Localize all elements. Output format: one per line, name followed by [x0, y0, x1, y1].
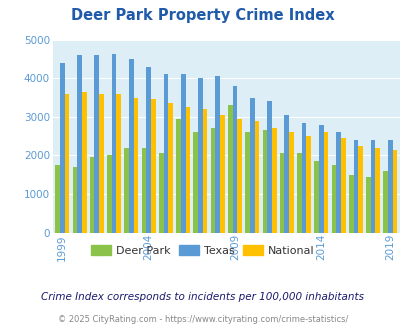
Bar — [228, 105, 232, 233]
Bar — [375, 148, 379, 233]
Bar — [348, 175, 353, 233]
Bar — [370, 140, 375, 233]
Bar — [193, 132, 198, 233]
Bar — [202, 109, 207, 233]
Bar — [382, 171, 387, 233]
Bar — [220, 115, 224, 233]
Bar — [357, 146, 362, 233]
Bar — [313, 161, 318, 233]
Bar — [198, 78, 202, 233]
Bar — [141, 148, 146, 233]
Bar — [146, 67, 151, 233]
Bar — [306, 136, 310, 233]
Bar — [215, 76, 220, 233]
Bar — [210, 128, 215, 233]
Bar — [124, 148, 129, 233]
Bar — [262, 130, 266, 233]
Bar — [107, 155, 111, 233]
Bar — [254, 121, 259, 233]
Bar — [340, 138, 345, 233]
Bar — [323, 132, 328, 233]
Bar — [180, 74, 185, 233]
Bar — [64, 94, 69, 233]
Bar — [158, 153, 163, 233]
Bar — [271, 128, 276, 233]
Bar — [116, 94, 121, 233]
Legend: Deer Park, Texas, National: Deer Park, Texas, National — [87, 241, 318, 260]
Bar — [279, 153, 284, 233]
Bar — [387, 140, 392, 233]
Bar — [151, 99, 155, 233]
Bar — [176, 119, 180, 233]
Bar — [163, 74, 168, 233]
Bar — [82, 92, 86, 233]
Bar — [55, 165, 60, 233]
Bar — [94, 55, 99, 233]
Bar — [111, 54, 116, 233]
Bar — [77, 55, 82, 233]
Bar — [301, 123, 306, 233]
Bar — [353, 140, 357, 233]
Bar — [284, 115, 288, 233]
Bar — [237, 119, 241, 233]
Bar — [296, 153, 301, 233]
Bar — [266, 101, 271, 233]
Bar — [72, 167, 77, 233]
Bar — [185, 107, 190, 233]
Bar — [335, 132, 340, 233]
Bar — [331, 165, 335, 233]
Bar — [245, 132, 249, 233]
Bar — [249, 98, 254, 233]
Bar — [392, 149, 396, 233]
Bar — [133, 98, 138, 233]
Bar — [232, 86, 237, 233]
Bar — [168, 103, 173, 233]
Bar — [318, 124, 323, 233]
Text: © 2025 CityRating.com - https://www.cityrating.com/crime-statistics/: © 2025 CityRating.com - https://www.city… — [58, 315, 347, 324]
Bar — [365, 177, 370, 233]
Text: Crime Index corresponds to incidents per 100,000 inhabitants: Crime Index corresponds to incidents per… — [41, 292, 364, 302]
Bar — [60, 63, 64, 233]
Bar — [288, 132, 293, 233]
Bar — [90, 157, 94, 233]
Bar — [129, 59, 133, 233]
Bar — [99, 94, 104, 233]
Text: Deer Park Property Crime Index: Deer Park Property Crime Index — [71, 8, 334, 23]
